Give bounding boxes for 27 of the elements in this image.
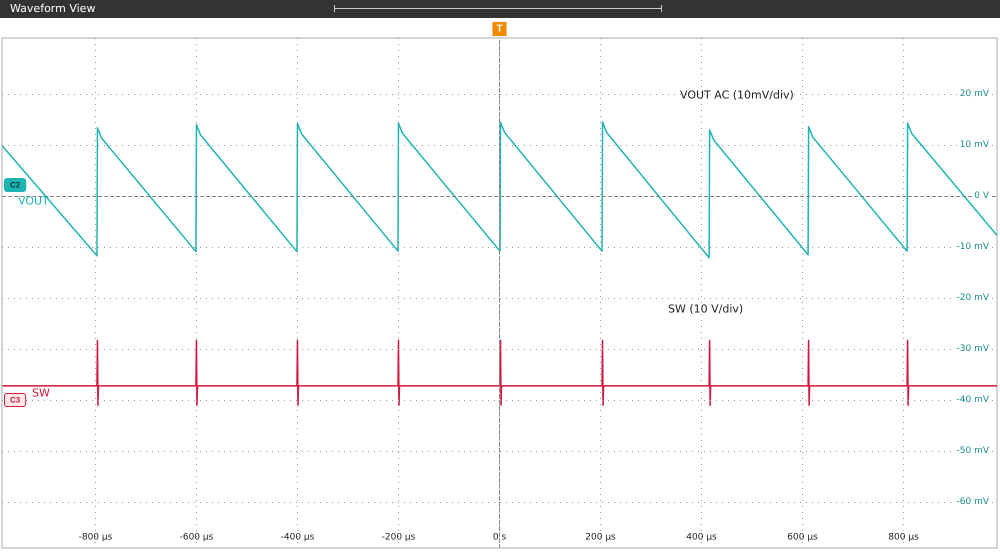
y-tick-label: 10 mV — [960, 140, 990, 150]
x-tick-label: 400 µs — [686, 532, 718, 542]
y-tick-label: -20 mV — [956, 293, 990, 304]
annotation: C2 — [10, 180, 21, 190]
y-tick-label: -50 mV — [956, 446, 990, 456]
legend-label: SW — [32, 386, 50, 400]
annotation: VOUT AC (10mV/div) — [680, 88, 794, 102]
x-tick-label: -800 µs — [78, 532, 113, 542]
y-tick-label: -40 mV — [956, 395, 990, 406]
y-tick-label: 0 V — [974, 191, 990, 202]
x-tick-label: 0 s — [492, 532, 506, 542]
y-tick-label: -60 mV — [956, 497, 990, 508]
x-tick-label: 800 µs — [888, 532, 920, 542]
y-tick-label: 20 mV — [960, 89, 990, 100]
x-tick-label: -400 µs — [280, 532, 315, 542]
x-tick-label: -600 µs — [180, 532, 214, 542]
x-tick-label: 600 µs — [787, 532, 818, 542]
y-tick-label: -30 mV — [956, 344, 990, 354]
y-tick-label: -10 mV — [956, 242, 990, 252]
x-tick-label: -200 µs — [382, 532, 416, 542]
x-tick-label: 200 µs — [585, 532, 616, 542]
line-series — [2, 121, 998, 259]
annotation: SW (10 V/div) — [668, 302, 744, 316]
chart-title: Waveform View — [0, 0, 1000, 18]
annotation: C3 — [10, 396, 21, 404]
series-label: VOUT — [18, 194, 50, 208]
ref-line-label: T — [496, 24, 503, 34]
